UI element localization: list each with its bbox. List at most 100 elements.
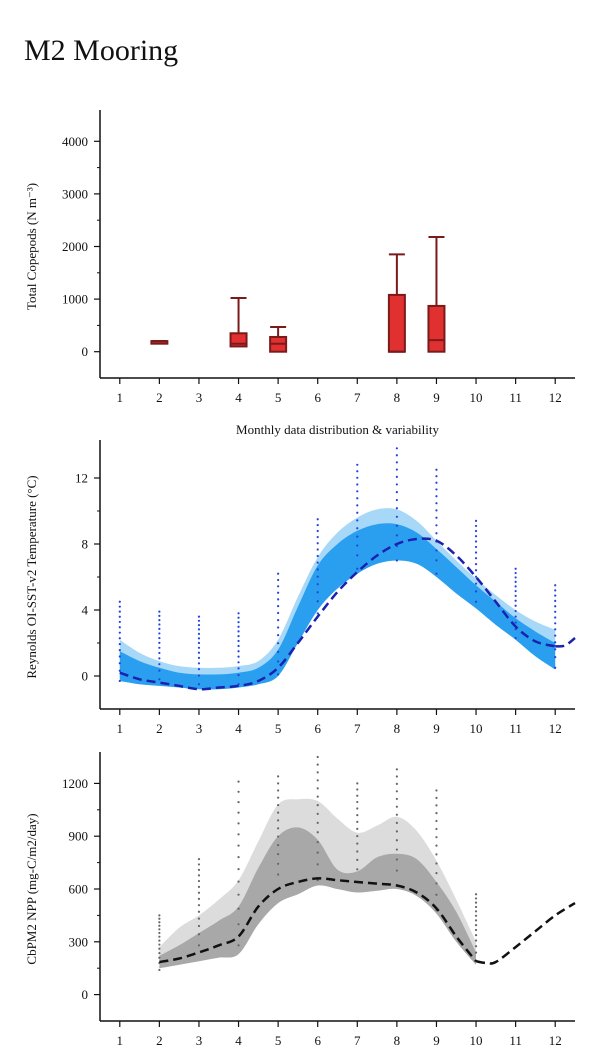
x-tick-label: 8: [394, 390, 401, 405]
scatter-point: [197, 637, 201, 640]
scatter-point: [395, 848, 398, 851]
scatter-point: [395, 559, 398, 562]
scatter-point: [474, 545, 478, 549]
scatter-point: [158, 619, 161, 622]
scatter-point: [316, 575, 319, 578]
y-tick-label: 8: [82, 537, 89, 552]
y-tick-label: 300: [69, 934, 89, 949]
y-tick-label: 0: [82, 344, 89, 359]
scatter-point: [395, 515, 398, 518]
y-tick-label: 3000: [62, 186, 88, 201]
scatter-point: [197, 868, 201, 871]
scatter-point: [435, 502, 438, 505]
scatter-point: [435, 524, 438, 527]
scatter-point: [474, 945, 478, 948]
scatter-point: [356, 504, 359, 507]
x-tick-label: 9: [433, 721, 440, 736]
scatter-point: [356, 519, 359, 522]
x-tick-label: 12: [549, 1033, 562, 1048]
scatter-point: [356, 788, 359, 791]
x-tick-label: 2: [156, 390, 163, 405]
scatter-point: [474, 540, 478, 543]
scatter-point: [356, 527, 359, 530]
scatter-point: [395, 768, 398, 771]
scatter-point: [316, 821, 319, 824]
scatter-point: [395, 461, 398, 464]
scatter-point: [514, 636, 517, 640]
scatter-point: [197, 623, 201, 627]
scatter-point: [158, 968, 161, 972]
scatter-point: [356, 820, 359, 823]
scatter-point: [237, 644, 240, 648]
scatter-point: [554, 599, 557, 602]
scatter-point: [118, 669, 121, 672]
scatter-point: [435, 488, 438, 491]
mean-line: [119, 537, 556, 691]
scatter-point: [514, 604, 517, 607]
scatter-point: [356, 544, 359, 547]
scatter-point: [435, 811, 438, 815]
y-tick-label: 4: [82, 603, 89, 618]
scatter-point: [316, 529, 319, 533]
scatter-point: [316, 535, 319, 539]
scatter-point: [316, 548, 319, 551]
scatter-point: [554, 648, 557, 651]
scatter-point: [118, 620, 121, 624]
x-tick-label: 11: [509, 1033, 522, 1048]
scatter-point: [514, 580, 517, 583]
scatter-point: [118, 649, 121, 652]
scatter-point: [435, 789, 438, 792]
x-tick-label: 11: [509, 721, 522, 736]
scatter-point: [277, 827, 280, 830]
scatter-point: [356, 463, 359, 466]
scatter-point: [554, 610, 557, 613]
scatter-point: [118, 610, 121, 613]
scatter-point: [158, 928, 161, 931]
scatter-point: [197, 874, 201, 877]
npp-bands: [158, 755, 576, 972]
x-tick-label: 1: [117, 721, 124, 736]
scatter-point: [237, 661, 240, 664]
scatter-point: [158, 956, 161, 959]
scatter-point: [474, 582, 478, 585]
scatter-point: [356, 511, 359, 514]
scatter-point: [316, 863, 319, 866]
scatter-point: [277, 585, 280, 588]
scatter-point: [395, 790, 398, 793]
scatter-point: [316, 779, 319, 782]
scatter-point: [514, 615, 517, 618]
scatter-point: [277, 642, 280, 645]
scatter-point: [474, 919, 478, 922]
scatter-point: [554, 656, 557, 659]
scatter-point: [277, 853, 280, 856]
scatter-point: [514, 599, 517, 602]
scatter-point: [316, 518, 319, 521]
scatter-point: [474, 524, 478, 528]
x-tick-label: 3: [196, 390, 203, 405]
x-tick-label: 5: [275, 390, 282, 405]
scatter-point: [356, 794, 359, 797]
scatter-point: [158, 921, 161, 924]
scatter-point: [277, 626, 280, 629]
scatter-point: [474, 557, 478, 560]
scatter-point: [435, 796, 438, 799]
scatter-point: [395, 534, 398, 537]
y-tick-label: 12: [75, 471, 88, 486]
scatter-point: [356, 858, 359, 862]
x-tick-label: 2: [156, 721, 163, 736]
boxplot-y-axis-title: Total Copepods (N m⁻³): [24, 183, 39, 310]
scatter-point: [237, 667, 240, 670]
scatter-point: [197, 863, 201, 866]
scatter-point: [474, 569, 478, 572]
scatter-point: [197, 917, 201, 920]
scatter-point: [158, 610, 161, 613]
scatter-point: [277, 775, 280, 778]
x-tick-label: 11: [509, 390, 522, 405]
scatter-point: [316, 840, 319, 844]
scatter-point: [474, 951, 478, 954]
scatter-point: [435, 495, 438, 498]
scatter-point: [197, 632, 201, 635]
scatter-point: [395, 507, 398, 510]
